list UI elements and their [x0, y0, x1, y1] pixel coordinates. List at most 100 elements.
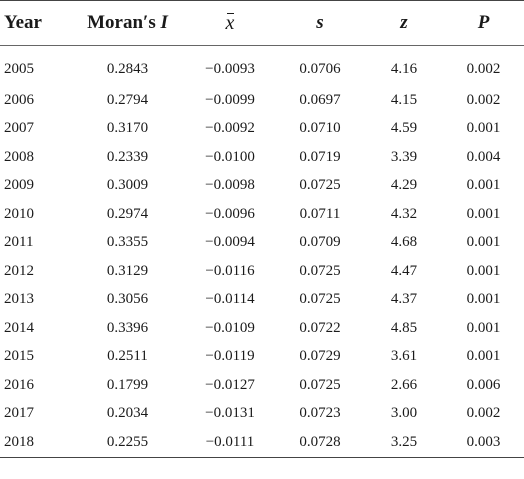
- cell-s: 0.0723: [299, 405, 341, 422]
- cell-s: 0.0728: [275, 428, 365, 458]
- cell-xbar: −0.0094: [205, 234, 255, 251]
- cell-p: 0.002: [466, 91, 501, 108]
- cell-year: 2008: [4, 148, 34, 165]
- table-row: 2013 0.3056 −0.0114 0.0725 4.37 0.001: [0, 286, 524, 315]
- cell-p: 0.001: [466, 291, 501, 308]
- cell-s: 0.0725: [299, 376, 341, 393]
- cell-p: 0.003: [443, 428, 524, 458]
- table-row: 2012 0.3129 −0.0116 0.0725 4.47 0.001: [0, 257, 524, 286]
- cell-i: 0.2034: [106, 405, 149, 422]
- cell-s: 0.0729: [299, 348, 341, 365]
- cell-s: 0.0719: [299, 148, 341, 165]
- cell-year: 2009: [4, 177, 34, 194]
- cell-p: 0.002: [466, 60, 501, 77]
- header-p: P: [443, 0, 524, 46]
- cell-z: 4.15: [390, 91, 418, 108]
- table-row: 2007 0.3170 −0.0092 0.0710 4.59 0.001: [0, 115, 524, 144]
- table-row: 2014 0.3396 −0.0109 0.0722 4.85 0.001: [0, 314, 524, 343]
- header-year: Year: [0, 0, 70, 46]
- cell-i: 0.2255: [70, 428, 185, 458]
- cell-xbar: −0.0098: [205, 177, 255, 194]
- cell-year: 2017: [4, 405, 34, 422]
- table-row: 2017 0.2034 −0.0131 0.0723 3.00 0.002: [0, 400, 524, 429]
- table-header: Year Moran′s I x s z P: [0, 0, 524, 46]
- cell-xbar: −0.0093: [205, 60, 255, 77]
- cell-z: 4.37: [390, 291, 418, 308]
- cell-p: 0.001: [466, 120, 501, 137]
- cell-i: 0.3170: [106, 120, 149, 137]
- header-row: Year Moran′s I x s z P: [0, 0, 524, 46]
- table-row: 2015 0.2511 −0.0119 0.0729 3.61 0.001: [0, 343, 524, 372]
- cell-s: 0.0711: [299, 205, 341, 222]
- cell-xbar: −0.0116: [205, 262, 255, 279]
- cell-s: 0.0725: [299, 291, 341, 308]
- table-row: 2010 0.2974 −0.0096 0.0711 4.32 0.001: [0, 200, 524, 229]
- cell-year: 2014: [4, 319, 34, 336]
- cell-year: 2015: [4, 348, 34, 365]
- cell-i: 0.2339: [106, 148, 149, 165]
- cell-s: 0.0697: [299, 91, 341, 108]
- cell-xbar: −0.0127: [205, 376, 255, 393]
- cell-i: 0.2511: [107, 348, 148, 365]
- cell-xbar: −0.0096: [205, 205, 255, 222]
- cell-i: 0.3009: [106, 177, 149, 194]
- cell-z: 4.32: [390, 205, 418, 222]
- cell-xbar: −0.0092: [205, 120, 255, 137]
- header-xbar: x: [185, 0, 275, 46]
- cell-xbar: −0.0100: [205, 148, 255, 165]
- cell-i: 0.3056: [106, 291, 149, 308]
- cell-s: 0.0710: [299, 120, 341, 137]
- cell-p: 0.001: [466, 234, 501, 251]
- cell-p: 0.004: [466, 148, 501, 165]
- cell-p: 0.001: [466, 177, 501, 194]
- cell-year: 2010: [4, 205, 34, 222]
- header-morans-i: Moran′s I: [70, 0, 185, 46]
- cell-xbar: −0.0111: [185, 428, 275, 458]
- cell-z: 3.61: [390, 348, 418, 365]
- cell-xbar: −0.0109: [205, 319, 255, 336]
- header-xbar-symbol: x: [225, 11, 235, 34]
- cell-xbar: −0.0131: [205, 405, 255, 422]
- cell-i: 0.3129: [106, 262, 149, 279]
- cell-p: 0.001: [466, 262, 501, 279]
- header-morans-i-var: I: [160, 12, 168, 33]
- cell-z: 4.85: [390, 319, 418, 336]
- cell-xbar: −0.0099: [205, 91, 255, 108]
- cell-s: 0.0706: [299, 60, 341, 77]
- cell-year: 2018: [0, 428, 70, 458]
- cell-p: 0.006: [466, 376, 501, 393]
- cell-z: 4.16: [390, 60, 418, 77]
- morans-i-table: Year Moran′s I x s z P 2005 0.2843 −0.0093…: [0, 0, 524, 458]
- cell-s: 0.0722: [299, 319, 341, 336]
- cell-s: 0.0725: [299, 177, 341, 194]
- cell-year: 2007: [4, 120, 34, 137]
- table-row: 2006 0.2794 −0.0099 0.0697 4.15 0.002: [0, 86, 524, 115]
- cell-i: 0.1799: [106, 376, 149, 393]
- table-body: 2005 0.2843 −0.0093 0.0706 4.16 0.002 2006 0.27…: [0, 46, 524, 458]
- cell-year: 2011: [4, 234, 34, 251]
- cell-i: 0.3396: [106, 319, 149, 336]
- cell-s: 0.0725: [299, 262, 341, 279]
- cell-year: 2016: [4, 376, 34, 393]
- cell-year: 2012: [4, 262, 34, 279]
- table-row: 2008 0.2339 −0.0100 0.0719 3.39 0.004: [0, 143, 524, 172]
- table-row: 2016 0.1799 −0.0127 0.0725 2.66 0.006: [0, 371, 524, 400]
- header-morans-i-label: Moran′s: [87, 12, 156, 33]
- cell-year: 2006: [4, 91, 34, 108]
- cell-s: 0.0709: [299, 234, 341, 251]
- cell-z: 4.47: [390, 262, 418, 279]
- cell-z: 3.00: [390, 405, 418, 422]
- cell-year: 2013: [4, 291, 34, 308]
- table-row: 2005 0.2843 −0.0093 0.0706 4.16 0.002: [0, 46, 524, 87]
- table-row: 2011 0.3355 −0.0094 0.0709 4.68 0.001: [0, 229, 524, 258]
- header-s: s: [275, 0, 365, 46]
- cell-p: 0.001: [466, 319, 501, 336]
- cell-i: 0.2974: [106, 205, 149, 222]
- cell-p: 0.001: [466, 205, 501, 222]
- cell-year: 2005: [4, 60, 34, 77]
- cell-p: 0.001: [466, 348, 501, 365]
- cell-z: 3.25: [365, 428, 443, 458]
- cell-p: 0.002: [466, 405, 501, 422]
- cell-z: 4.68: [390, 234, 418, 251]
